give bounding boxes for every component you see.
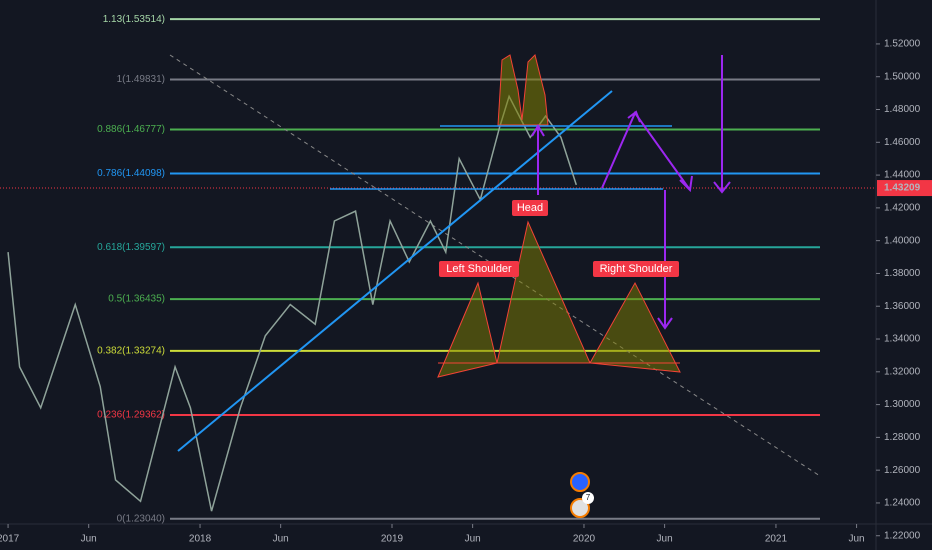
x-tick-label: 2020 bbox=[573, 534, 596, 545]
y-tick-label: 1.22000 bbox=[884, 530, 921, 541]
x-tick-label: Jun bbox=[657, 534, 673, 545]
x-tick-label: 2021 bbox=[765, 534, 788, 545]
y-tick-label: 1.42000 bbox=[884, 203, 921, 214]
fib-level-label: 1.13(1.53514) bbox=[103, 14, 165, 25]
event-icon[interactable] bbox=[570, 498, 590, 518]
y-tick-label: 1.30000 bbox=[884, 399, 921, 410]
fib-level-label: 0.5(1.36435) bbox=[108, 294, 165, 305]
head-tag bbox=[512, 200, 548, 216]
right-shoulder-tag bbox=[593, 261, 679, 277]
trendline bbox=[177, 90, 613, 452]
x-tick-label: Jun bbox=[849, 534, 865, 545]
y-tick-label: 1.32000 bbox=[884, 366, 921, 377]
x-tick-label: Jun bbox=[81, 534, 97, 545]
event-icon[interactable] bbox=[570, 472, 590, 492]
y-tick-label: 1.24000 bbox=[884, 498, 921, 509]
fib-level-label: 0.618(1.39597) bbox=[97, 242, 165, 253]
y-tick-label: 1.50000 bbox=[884, 71, 921, 82]
left-shoulder-tag bbox=[439, 261, 519, 277]
y-tick-label: 1.40000 bbox=[884, 235, 921, 246]
fib-level-label: 0.886(1.46777) bbox=[97, 124, 165, 135]
y-tick-label: 1.44000 bbox=[884, 170, 921, 181]
x-tick-label: 2019 bbox=[381, 534, 404, 545]
x-tick-label: 2017 bbox=[0, 534, 20, 545]
event-badge bbox=[582, 492, 594, 504]
fib-level-label: 0.236(1.29362) bbox=[97, 410, 165, 421]
x-tick-label: Jun bbox=[465, 534, 481, 545]
y-tick-label: 1.28000 bbox=[884, 432, 921, 443]
head-label: Head bbox=[517, 202, 543, 214]
y-tick-label: 1.36000 bbox=[884, 301, 921, 312]
y-tick-label: 1.52000 bbox=[884, 39, 921, 50]
fib-level-label: 0.382(1.33274) bbox=[97, 346, 165, 357]
event-badge-label: 7 bbox=[586, 493, 591, 502]
y-tick-label: 1.48000 bbox=[884, 104, 921, 115]
right-shoulder-label: Right Shoulder bbox=[600, 263, 673, 275]
fib-level-label: 0.786(1.44098) bbox=[97, 168, 165, 179]
y-tick-label: 1.46000 bbox=[884, 137, 921, 148]
left-shoulder-label: Left Shoulder bbox=[446, 263, 512, 275]
last-price-tag bbox=[877, 180, 932, 197]
fib-level-label: 1(1.49831) bbox=[117, 74, 165, 85]
y-tick-label: 1.38000 bbox=[884, 268, 921, 279]
right-shoulder-shape bbox=[589, 281, 681, 373]
double-top bbox=[497, 54, 549, 126]
y-tick-label: 1.34000 bbox=[884, 334, 921, 345]
arrows bbox=[531, 55, 731, 330]
fib-level-label: 0(1.23040) bbox=[117, 513, 165, 524]
x-tick-label: Jun bbox=[273, 534, 289, 545]
y-tick-label: 1.26000 bbox=[884, 465, 921, 476]
x-tick-label: 2018 bbox=[189, 534, 212, 545]
left-shoulder-shape bbox=[437, 281, 498, 378]
last-price-label: 1.43209 bbox=[884, 183, 921, 194]
